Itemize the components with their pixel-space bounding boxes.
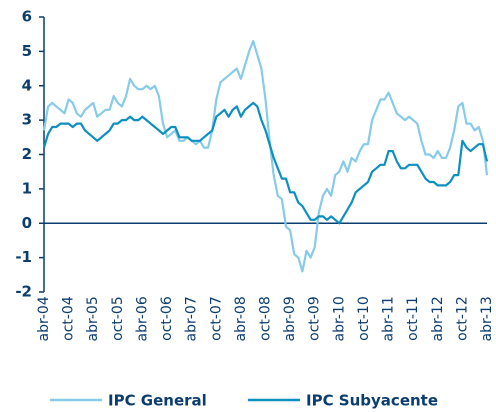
series-line bbox=[42, 101, 489, 225]
x-tick-label: abr-04 bbox=[36, 296, 52, 341]
x-tick-label: oct-09 bbox=[307, 296, 323, 341]
x-tick-label: oct-10 bbox=[356, 296, 372, 341]
x-tick-label: abr-05 bbox=[85, 296, 101, 341]
x-tick-label: abr-08 bbox=[233, 296, 249, 341]
x-tick-label: oct-05 bbox=[110, 296, 126, 341]
y-tick-label: 4 bbox=[22, 76, 32, 94]
x-tick-label: oct-04 bbox=[61, 296, 77, 341]
x-tick-label: abr-13 bbox=[479, 296, 495, 341]
legend-label: IPC General bbox=[108, 392, 207, 410]
x-tick-label: oct-11 bbox=[405, 296, 421, 341]
x-tick-label: oct-08 bbox=[258, 296, 274, 341]
y-tick-label: -2 bbox=[15, 283, 32, 301]
x-tick-label: oct-12 bbox=[454, 296, 470, 341]
x-tick-label: abr-09 bbox=[282, 296, 298, 341]
y-tick-label: 0 bbox=[22, 214, 32, 232]
x-tick-label: abr-11 bbox=[381, 296, 397, 341]
x-tick-label: abr-10 bbox=[331, 296, 347, 341]
y-tick-label: 5 bbox=[22, 42, 32, 60]
y-tick-label: 3 bbox=[22, 111, 32, 129]
series-line bbox=[42, 40, 489, 273]
y-tick-label: 6 bbox=[22, 8, 32, 26]
y-tick-label: 1 bbox=[22, 179, 32, 197]
x-tick-label: oct-07 bbox=[208, 296, 224, 341]
x-tick-label: abr-12 bbox=[430, 296, 446, 341]
x-tick-label: oct-06 bbox=[159, 296, 175, 341]
y-tick-label: -1 bbox=[15, 248, 32, 266]
legend-label: IPC Subyacente bbox=[306, 392, 438, 410]
x-tick-label: abr-07 bbox=[184, 296, 200, 341]
y-tick-label: 2 bbox=[22, 145, 32, 163]
x-tick-label: abr-06 bbox=[134, 296, 150, 341]
